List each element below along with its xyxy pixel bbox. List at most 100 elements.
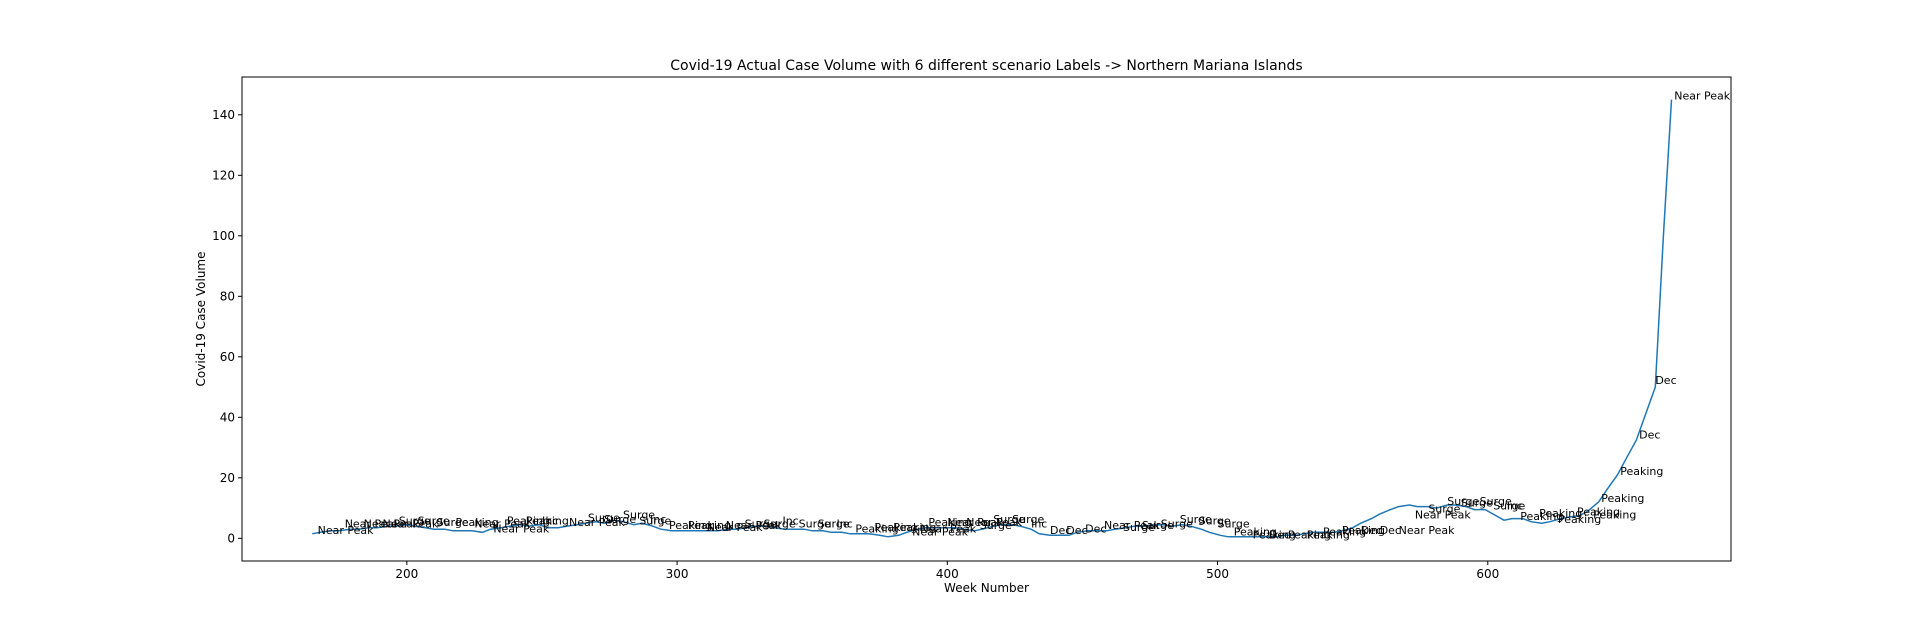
- point-label: Near Peak: [920, 522, 977, 535]
- point-label: Near Peak: [474, 518, 531, 531]
- point-label: Peaking: [1593, 509, 1636, 522]
- y-tick-label: 40: [220, 410, 235, 424]
- point-label: Surge: [604, 513, 636, 526]
- point-label: Peaking: [526, 515, 569, 528]
- point-label: Peaking: [1620, 465, 1663, 478]
- point-label: Peaking: [928, 516, 971, 529]
- point-label: Inc: [1507, 500, 1523, 513]
- x-tick-label: 500: [1206, 567, 1229, 581]
- point-label: Dec: [1361, 524, 1382, 537]
- point-label: Peaking: [1307, 528, 1350, 541]
- point-label: Peaking: [1520, 510, 1563, 523]
- point-label: Surge: [1012, 513, 1044, 526]
- point-label: Peaking: [1253, 528, 1296, 541]
- point-label: Surge: [623, 509, 655, 522]
- point-label: Inc: [542, 515, 558, 528]
- point-label: Surge: [1480, 495, 1512, 508]
- point-label: Near Peak: [493, 522, 550, 535]
- point-label: Surge: [588, 512, 620, 525]
- point-label: Surge: [1142, 519, 1174, 532]
- point-label: Near Peak: [1674, 90, 1731, 103]
- y-tick-label: 140: [212, 108, 235, 122]
- point-label: Surge: [418, 515, 450, 528]
- point-label: Peaking: [1577, 506, 1620, 519]
- point-label: Peaking: [893, 521, 936, 534]
- point-label: Peaking: [1539, 507, 1582, 520]
- point-label: Surge: [639, 515, 671, 528]
- point-label: Near Peak: [1104, 519, 1161, 532]
- point-label: Peaking: [1288, 528, 1331, 541]
- point-label: Inc: [1031, 518, 1047, 531]
- point-label: Surge: [437, 516, 469, 529]
- y-tick-label: 20: [220, 471, 235, 485]
- point-label: Inc: [650, 513, 666, 526]
- point-label: Peaking: [1601, 492, 1644, 505]
- point-label: Surge: [1428, 503, 1460, 516]
- point-label: Surge: [818, 518, 850, 531]
- plot-area: [312, 99, 1673, 538]
- y-tick-label: 60: [220, 350, 235, 364]
- point-label: Dec: [1269, 528, 1290, 541]
- point-label: Surge: [1161, 518, 1193, 531]
- point-label: Near Peak: [726, 519, 783, 532]
- point-label: Peaking: [1323, 525, 1366, 538]
- point-label: Surge: [1180, 513, 1212, 526]
- point-label: Surge: [993, 513, 1025, 526]
- y-tick-label: 80: [220, 289, 235, 303]
- point-label: Near Peak: [318, 524, 375, 537]
- point-label: Peaking: [855, 522, 898, 535]
- point-label: Peaking: [1558, 513, 1601, 526]
- axis-ticks: 200 300 400 500 600 0 20 40 60 80 100 120 140: [212, 108, 1499, 581]
- point-label: Peaking: [455, 516, 498, 529]
- point-label: Near Peak: [1415, 509, 1472, 522]
- point-label: Dec: [1050, 524, 1071, 537]
- point-label: Surge: [980, 519, 1012, 532]
- point-label: Near Peak: [912, 525, 969, 538]
- axes-frame: [241, 76, 1732, 562]
- point-label: Near Peak: [1399, 524, 1456, 537]
- point-label: Near Peak: [345, 518, 402, 531]
- point-label: Surge: [745, 518, 777, 531]
- point-label: Peaking: [507, 515, 550, 528]
- point-label: Peaking: [1234, 525, 1277, 538]
- x-axis-label: Week Number: [944, 581, 1029, 595]
- point-label: Surge: [1447, 495, 1479, 508]
- point-label: Near Peak: [569, 516, 626, 529]
- point-label: Surge: [1218, 518, 1250, 531]
- point-label: Inc: [837, 518, 853, 531]
- point-label: Dec: [1655, 374, 1676, 387]
- point-label: Dec: [1639, 428, 1660, 441]
- point-label: Surge: [1461, 497, 1493, 510]
- point-label: Near Peak: [707, 521, 764, 534]
- x-tick-label: 400: [936, 567, 959, 581]
- point-label: Dec: [1066, 524, 1087, 537]
- y-tick-label: 0: [227, 531, 235, 545]
- point-label: Peaking: [874, 521, 917, 534]
- point-label: Peaking: [688, 519, 731, 532]
- point-label: Surge: [1493, 500, 1525, 513]
- y-axis-label: Covid-19 Case Volume: [194, 252, 208, 387]
- point-label: Surge: [799, 518, 831, 531]
- point-label: Surge: [1123, 521, 1155, 534]
- y-tick-label: 100: [212, 229, 235, 243]
- point-label: Surge: [764, 518, 796, 531]
- point-label: Surge: [399, 515, 431, 528]
- x-tick-label: 200: [395, 567, 418, 581]
- point-label: Near Peak: [383, 518, 440, 531]
- point-label: Near Peak: [364, 518, 421, 531]
- point-label: Near Peak: [966, 516, 1023, 529]
- x-tick-label: 600: [1476, 567, 1499, 581]
- point-label: Peaking: [669, 519, 712, 532]
- point-label: Dec: [1085, 522, 1106, 535]
- x-tick-label: 300: [666, 567, 689, 581]
- point-label: Dec: [1380, 524, 1401, 537]
- point-label: Surge: [1199, 515, 1231, 528]
- series-line: [312, 99, 1673, 538]
- y-tick-label: 120: [212, 168, 235, 182]
- chart-title: Covid-19 Actual Case Volume with 6 diffe…: [670, 58, 1302, 74]
- point-label: Near Peak: [947, 516, 1004, 529]
- point-label: Inc: [782, 515, 798, 528]
- point-label: Peaking: [1342, 524, 1385, 537]
